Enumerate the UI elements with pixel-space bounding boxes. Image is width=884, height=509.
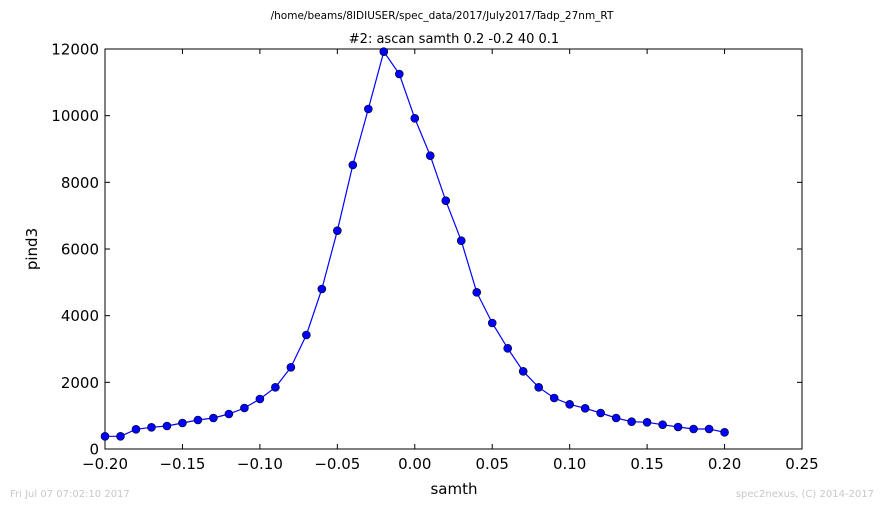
y-axis-label: pind3 — [23, 228, 41, 270]
data-point — [580, 404, 590, 413]
x-tick-label: −0.15 — [159, 455, 205, 473]
data-point — [518, 367, 528, 376]
data-point — [441, 196, 451, 205]
x-tick-label: 0.00 — [398, 455, 431, 473]
data-point — [596, 408, 605, 418]
footer-timestamp: Fri Jul 07 07:02:10 2017 — [10, 489, 130, 500]
y-tick-label: 2000 — [61, 374, 99, 392]
data-point — [271, 383, 280, 392]
y-tick-label: 0 — [89, 441, 99, 459]
data-point — [240, 403, 249, 413]
chart-suptitle: /home/beams/8IDIUSER/spec_data/2017/July… — [271, 10, 614, 22]
x-tick-label: −0.05 — [314, 455, 360, 473]
y-tick-label: 8000 — [61, 174, 99, 192]
data-point — [704, 424, 714, 434]
data-point — [209, 413, 218, 423]
data-point — [673, 422, 683, 432]
data-point — [162, 421, 172, 431]
data-point — [317, 284, 327, 294]
series-line — [105, 50, 725, 437]
data-point — [658, 420, 667, 429]
data-point — [642, 418, 652, 427]
data-point — [472, 288, 482, 297]
x-tick-label: 0.20 — [708, 455, 741, 473]
data-point — [147, 423, 156, 432]
x-tick-label: −0.20 — [82, 455, 128, 473]
plot-frame — [104, 48, 803, 450]
data-point — [116, 432, 125, 441]
chart-title: #2: ascan samth 0.2 -0.2 40 0.1 — [349, 32, 559, 47]
data-point — [425, 151, 435, 160]
data-point — [333, 226, 342, 235]
data-point — [410, 114, 420, 123]
data-point — [627, 417, 636, 426]
x-tick-label: 0.05 — [476, 455, 509, 473]
data-point — [364, 104, 373, 114]
data-point — [394, 69, 404, 79]
data-point — [193, 415, 203, 425]
data-point — [689, 424, 698, 434]
footer-credit: spec2nexus, (C) 2014-2017 — [735, 489, 874, 500]
x-axis-label: samth — [430, 480, 477, 498]
y-tick-label: 12000 — [51, 41, 99, 59]
data-point — [720, 428, 729, 437]
data-point — [224, 409, 234, 419]
data-point — [456, 236, 466, 245]
data-point — [534, 383, 543, 392]
data-point — [379, 47, 389, 56]
data-point — [178, 418, 187, 428]
x-tick-label: −0.10 — [237, 455, 283, 473]
data-point — [286, 363, 296, 372]
data-point — [611, 413, 621, 423]
y-tick-label: 6000 — [61, 241, 99, 259]
data-point — [131, 425, 141, 434]
data-point — [348, 160, 358, 170]
x-tick-label: 0.15 — [630, 455, 663, 473]
plot-area: −0.20 −0.15 −0.10 −0.05 0.00 0.05 0.10 0.15 0.20… — [51, 41, 818, 474]
data-point — [302, 330, 311, 340]
x-tick-label: 0.25 — [785, 455, 818, 473]
data-point — [487, 318, 497, 328]
data-point — [255, 394, 265, 404]
data-point — [549, 393, 559, 403]
y-tick-label: 10000 — [51, 107, 99, 125]
x-tick-label: 0.10 — [553, 455, 586, 473]
data-point — [503, 344, 513, 353]
data-point — [100, 432, 110, 441]
y-tick-label: 4000 — [61, 307, 99, 325]
data-point — [565, 400, 574, 409]
